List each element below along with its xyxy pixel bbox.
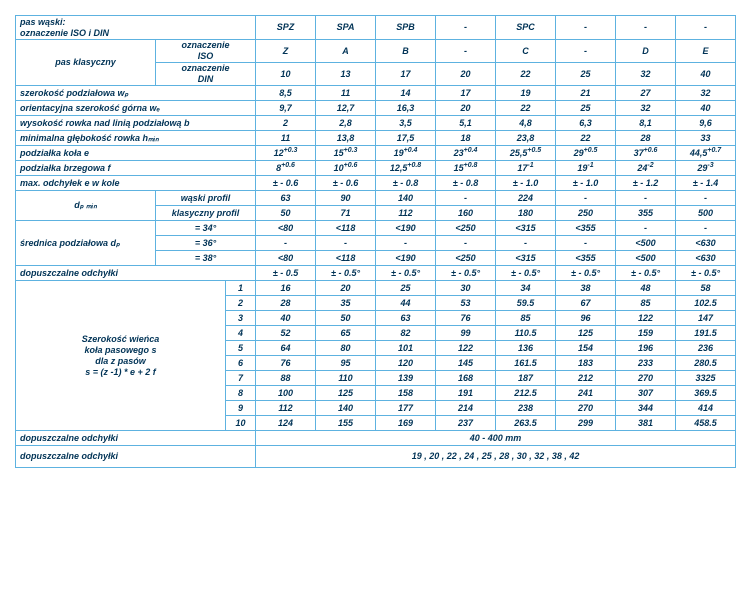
belt-pulley-table: pas wąski:oznaczenie ISO i DINSPZSPASPB-… — [15, 15, 736, 468]
